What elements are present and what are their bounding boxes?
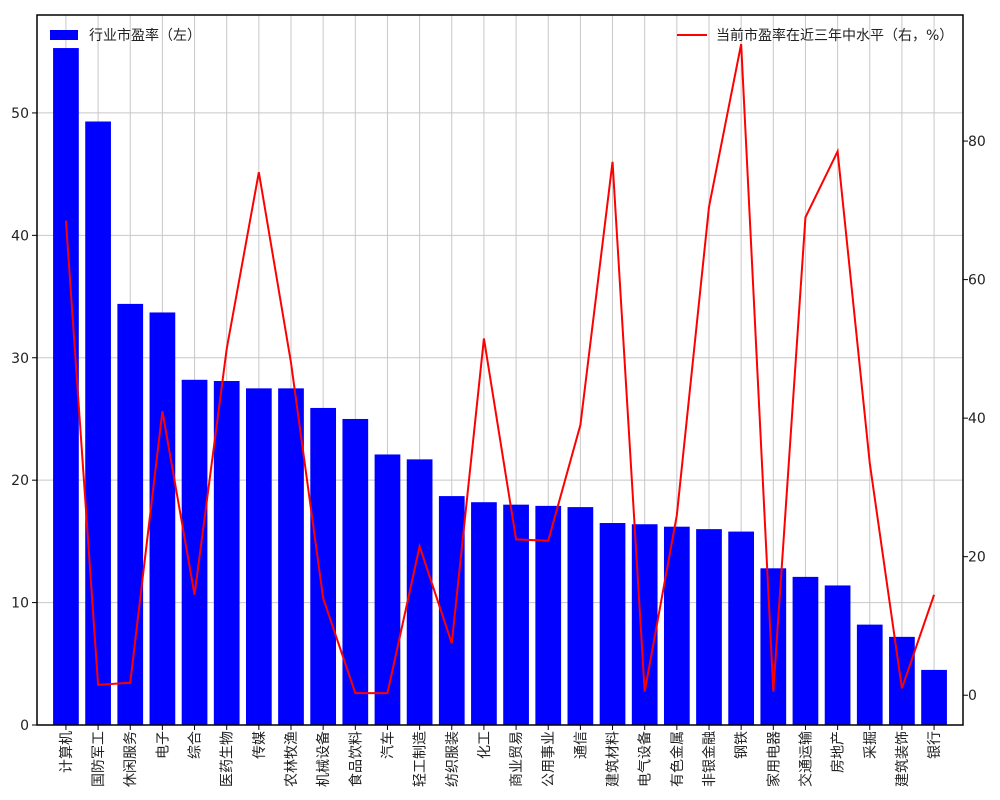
bar <box>792 576 819 725</box>
left-tick-label: 20 <box>11 473 29 489</box>
x-tick-label: 建筑装饰 <box>895 731 911 787</box>
right-tick-label: 20 <box>968 550 986 566</box>
grid-lines <box>37 15 963 726</box>
bar <box>181 379 208 725</box>
bar <box>53 48 79 726</box>
bar <box>213 381 240 725</box>
x-tick-label: 食品饮料 <box>347 731 364 787</box>
x-tick-label: 电气设备 <box>637 731 654 787</box>
x-tick-label: 医药生物 <box>220 731 236 787</box>
right-tick-label: 40 <box>968 411 986 427</box>
x-tick-label: 交通运输 <box>797 731 814 787</box>
x-tick-label: 有色金属 <box>669 731 686 787</box>
bar <box>889 636 915 725</box>
x-tick-label: 家用电器 <box>765 731 782 787</box>
left-tick-label: 40 <box>11 228 29 244</box>
right-tick-label: 0 <box>968 688 977 704</box>
left-tick-label: 10 <box>11 596 29 612</box>
left-tick-label: 0 <box>20 718 29 734</box>
x-tick-label: 综合 <box>188 731 204 759</box>
bar-series <box>53 48 947 726</box>
bar <box>728 531 755 725</box>
bar <box>278 388 304 725</box>
legend-bar-label: 行业市盈率（左） <box>89 27 201 44</box>
bar <box>438 496 465 725</box>
x-tick-label: 汽车 <box>379 731 396 759</box>
bar <box>599 523 626 725</box>
bar <box>535 505 562 725</box>
bar <box>117 303 144 725</box>
bar <box>245 388 272 725</box>
x-tick-label: 房地产 <box>831 731 847 773</box>
left-tick-label: 30 <box>11 351 29 367</box>
bar <box>503 504 529 725</box>
x-tick-label: 建筑材料 <box>606 731 622 787</box>
legend-right: 当前市盈率在近三年中水平（右，%） <box>677 27 953 44</box>
x-tick-label: 商业贸易 <box>509 731 525 787</box>
legend-bar-swatch <box>50 30 78 40</box>
x-tick-label: 公用事业 <box>541 731 557 787</box>
plot-frame <box>36 14 964 726</box>
x-tick-label: 电子 <box>155 731 171 759</box>
bar <box>342 418 369 725</box>
x-tick-label: 采掘 <box>863 731 879 759</box>
x-tick-label: 休闲服务 <box>123 731 139 787</box>
x-tick-label: 计算机 <box>59 731 75 773</box>
bar <box>824 585 851 725</box>
x-tick-label: 机械设备 <box>315 731 332 787</box>
right-tick-label: 80 <box>968 134 986 150</box>
legend-left: 行业市盈率（左） <box>50 27 201 44</box>
left-tick-label: 50 <box>11 106 29 122</box>
bar <box>471 502 497 725</box>
x-tick-label: 轻工制造 <box>413 731 429 787</box>
line-series <box>64 43 936 695</box>
bar <box>149 312 176 725</box>
bar <box>567 507 594 725</box>
x-tick-label: 非银金融 <box>702 731 718 787</box>
right-tick-label: 60 <box>968 273 986 289</box>
left-axis: 0 10 20 30 40 50 <box>11 106 37 734</box>
bar <box>663 526 690 725</box>
x-tick-label: 传媒 <box>252 731 268 759</box>
bar <box>921 669 947 725</box>
legend-line-label: 当前市盈率在近三年中水平（右，%） <box>716 27 953 44</box>
right-axis: 0 20 40 60 80 <box>963 134 986 704</box>
bar <box>85 121 111 725</box>
x-tick-label: 纺织服装 <box>445 731 461 787</box>
x-tick-label: 通信 <box>573 731 589 759</box>
x-tick-label: 农林牧渔 <box>284 731 300 787</box>
x-tick-label: 钢铁 <box>734 731 750 759</box>
bar <box>374 454 401 725</box>
series-line <box>64 43 936 695</box>
x-tick-label: 银行 <box>927 731 943 759</box>
bar <box>696 529 722 725</box>
bar <box>760 568 787 725</box>
bar <box>856 624 883 725</box>
bar <box>310 407 337 725</box>
x-axis: 计算机 国防军工 休闲服务 电子 综合 医药生物 传媒 农林牧渔 机械设备 食品饮料 汽车 轻工制造纺… <box>59 725 943 787</box>
x-tick-label: 化工 <box>477 731 493 759</box>
bar <box>406 459 433 725</box>
x-tick-label: 国防军工 <box>91 731 107 787</box>
